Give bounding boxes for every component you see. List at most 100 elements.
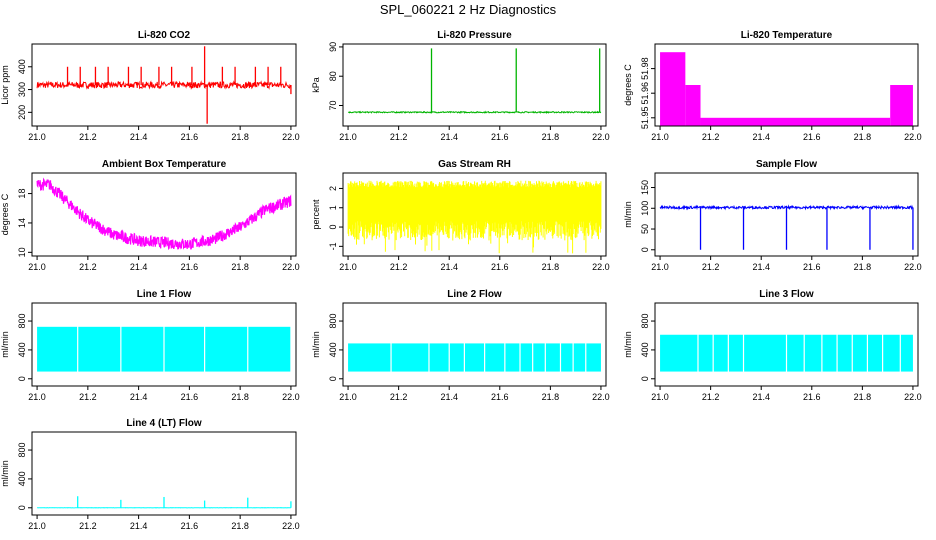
- x-tick-label: 21.4: [130, 521, 148, 531]
- series-line1: [37, 325, 292, 373]
- x-tick-label: 22.0: [904, 262, 922, 272]
- x-tick-label: 21.4: [130, 132, 148, 142]
- series-line: [36, 80, 292, 90]
- x-tick-label: 22.0: [282, 521, 300, 531]
- y-tick-label: 800: [17, 314, 27, 329]
- x-tick-label: 21.6: [803, 262, 821, 272]
- x-tick-label: 21.4: [752, 132, 770, 142]
- x-tick-label: 22.0: [282, 132, 300, 142]
- x-tick-label: 21.8: [854, 262, 872, 272]
- x-tick-label: 21.6: [491, 262, 509, 272]
- x-tick-label: 21.2: [702, 262, 720, 272]
- y-tick-label: 18: [17, 189, 27, 199]
- y-tick-label: 800: [17, 443, 27, 458]
- y-tick-label: 400: [17, 59, 27, 74]
- x-tick-label: 21.0: [651, 132, 669, 142]
- y-tick-label: 51.95: [640, 107, 650, 130]
- x-tick-label: 22.0: [904, 132, 922, 142]
- x-tick-label: 22.0: [282, 392, 300, 402]
- panel-co2: Li-820 CO2 Licor ppm 21.0 21.2 21.4 21.6 21.8 2…: [0, 30, 300, 142]
- panel-line4: Line 4 (LT) Flow ml/min 21.0 21.2 21.4 21.6 21…: [0, 418, 300, 531]
- y-axis-label: ml/min: [623, 201, 633, 228]
- y-tick-label: 70: [328, 100, 338, 110]
- x-tick-label: 21.0: [339, 262, 357, 272]
- x-tick-label: 21.2: [390, 262, 408, 272]
- panel-title: Sample Flow: [756, 159, 817, 170]
- x-tick-label: 21.4: [752, 262, 770, 272]
- x-tick-label: 21.8: [231, 132, 249, 142]
- y-tick-label: 50: [640, 224, 650, 234]
- y-tick-label: 2: [328, 186, 338, 191]
- y-tick-label: 51.96: [640, 82, 650, 105]
- x-tick-label: 21.6: [803, 132, 821, 142]
- plot-frame: [31, 431, 297, 516]
- x-tick-label: 21.0: [28, 132, 46, 142]
- y-tick-label: 800: [640, 314, 650, 329]
- panel-line2: Line 2 Flow ml/min 21.0 21.2 21.4 21.6 21.8 22.…: [311, 289, 610, 402]
- y-axis-label: ml/min: [623, 331, 633, 358]
- x-tick-label: 21.4: [440, 262, 458, 272]
- figure-title: SPL_060221 2 Hz Diagnostics: [379, 2, 557, 17]
- x-tick-label: 21.2: [390, 132, 408, 142]
- y-axis-label: ml/min: [0, 331, 10, 358]
- y-tick-label: 400: [17, 342, 27, 357]
- x-tick-label: 21.0: [339, 132, 357, 142]
- x-tick-label: 22.0: [904, 392, 922, 402]
- series-line: [36, 177, 292, 251]
- panel-pressure: Li-820 Pressure kPa 21.0 21.2 21.4 21.6 21.8 22…: [311, 30, 610, 142]
- y-tick-label: 400: [640, 342, 650, 357]
- panel-title: Li-820 Temperature: [741, 30, 833, 41]
- x-tick-label: 21.8: [231, 521, 249, 531]
- y-tick-label: 14: [17, 218, 27, 228]
- x-tick-label: 21.0: [339, 392, 357, 402]
- y-axis-label: percent: [311, 199, 321, 230]
- panel-line3: Line 3 Flow ml/min 21.0 21.2 21.4 21.6 21.8 22.…: [623, 289, 922, 402]
- panel-rh: Gas Stream RH percent 21.0 21.2 21.4 21.6 21.8…: [311, 159, 610, 272]
- x-tick-label: 21.6: [181, 262, 199, 272]
- x-tick-label: 21.4: [440, 392, 458, 402]
- plot-frame: [342, 172, 607, 257]
- x-tick-label: 21.0: [651, 392, 669, 402]
- plot-frame: [31, 43, 297, 127]
- panel-title: Li-820 Pressure: [437, 30, 512, 41]
- y-axis-label: degrees C: [623, 64, 633, 106]
- x-tick-label: 22.0: [592, 132, 610, 142]
- x-tick-label: 21.4: [440, 132, 458, 142]
- panel-title: Gas Stream RH: [438, 159, 511, 170]
- series-band: [347, 180, 602, 254]
- step-band: [890, 85, 913, 126]
- y-tick-label: 1: [328, 205, 338, 210]
- y-tick-label: 400: [17, 471, 27, 486]
- panel-box_temp: Ambient Box Temperature degrees C 21.0 21.2…: [0, 159, 300, 272]
- plot-frame: [31, 172, 297, 257]
- x-tick-label: 21.6: [803, 392, 821, 402]
- y-tick-label: 150: [640, 180, 650, 195]
- y-tick-label: 90: [328, 42, 338, 52]
- x-tick-label: 21.8: [231, 392, 249, 402]
- x-tick-label: 21.2: [79, 392, 97, 402]
- step-band: [660, 52, 686, 126]
- y-tick-label: 80: [328, 71, 338, 81]
- y-tick-label: 0: [328, 225, 338, 230]
- x-tick-label: 21.6: [491, 392, 509, 402]
- y-tick-label: 400: [328, 342, 338, 357]
- plot-frame: [654, 302, 919, 387]
- y-axis-label: degrees C: [0, 193, 10, 235]
- series-licor_temp: [660, 52, 913, 126]
- x-tick-label: 21.8: [542, 262, 560, 272]
- panel-title: Line 1 Flow: [137, 289, 192, 300]
- y-tick-label: 200: [17, 105, 27, 120]
- panel-title: Line 3 Flow: [759, 289, 814, 300]
- x-tick-label: 22.0: [592, 262, 610, 272]
- y-tick-label: 0: [640, 247, 650, 252]
- panel-licor_temp: Li-820 Temperature degrees C 21.0 21.2 21.4 2…: [623, 30, 922, 142]
- x-tick-label: 21.6: [181, 392, 199, 402]
- y-tick-label: -1: [328, 242, 338, 250]
- y-tick-label: 10: [17, 247, 27, 257]
- x-tick-label: 21.6: [491, 132, 509, 142]
- y-tick-label: 300: [17, 82, 27, 97]
- series-band: [348, 343, 601, 372]
- y-axis-label: ml/min: [0, 460, 10, 487]
- x-tick-label: 21.0: [651, 262, 669, 272]
- y-axis-label: kPa: [311, 77, 321, 93]
